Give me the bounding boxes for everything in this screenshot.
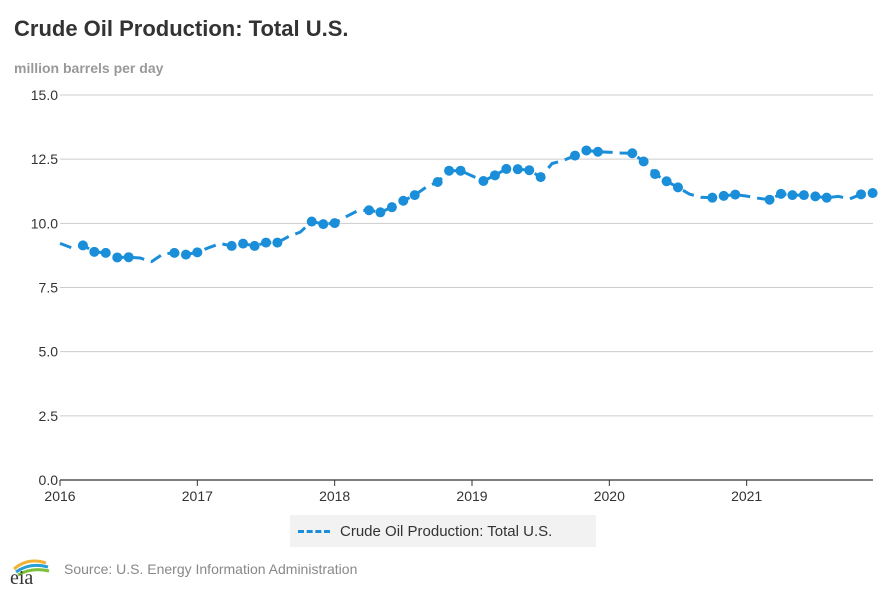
legend[interactable]: Crude Oil Production: Total U.S. (290, 515, 596, 547)
y-tick-label: 10.0 (31, 215, 58, 231)
data-point[interactable] (569, 150, 580, 161)
data-point[interactable] (112, 252, 123, 263)
data-point[interactable] (798, 190, 809, 201)
data-point[interactable] (409, 190, 420, 201)
x-tick-label: 2016 (44, 488, 75, 504)
data-point[interactable] (192, 247, 203, 258)
data-point[interactable] (535, 172, 546, 183)
y-tick-label: 2.5 (39, 408, 59, 424)
data-point[interactable] (627, 148, 638, 159)
y-axis-ticks: 0.0 2.5 5.0 7.5 10.0 12.5 15.0 (31, 87, 58, 488)
series-line (59, 148, 873, 264)
data-point[interactable] (375, 207, 386, 218)
data-point[interactable] (718, 190, 729, 201)
data-point[interactable] (100, 247, 111, 258)
y-tick-label: 12.5 (31, 151, 58, 167)
data-point[interactable] (306, 216, 317, 227)
chart-title: Crude Oil Production: Total U.S. (14, 16, 349, 41)
x-tick-label: 2020 (594, 488, 625, 504)
x-tick-label: 2021 (731, 488, 762, 504)
y-tick-label: 0.0 (39, 472, 59, 488)
series-crude-oil (59, 145, 878, 264)
data-point[interactable] (123, 252, 134, 263)
x-axis-ticks: 2016 2017 2018 2019 2020 2021 (44, 480, 762, 504)
data-point[interactable] (238, 238, 249, 249)
data-point[interactable] (787, 190, 798, 201)
data-point[interactable] (489, 170, 500, 181)
legend-label: Crude Oil Production: Total U.S. (340, 522, 553, 540)
data-point[interactable] (856, 189, 867, 200)
data-point[interactable] (512, 164, 523, 175)
data-point[interactable] (650, 169, 661, 180)
data-point[interactable] (180, 249, 191, 260)
data-point[interactable] (707, 192, 718, 203)
data-point[interactable] (810, 191, 821, 202)
data-point[interactable] (764, 194, 775, 205)
x-tick-label: 2018 (319, 488, 350, 504)
x-tick-label: 2017 (182, 488, 213, 504)
data-point[interactable] (329, 218, 340, 229)
data-point[interactable] (363, 205, 374, 216)
data-point[interactable] (432, 177, 443, 188)
y-axis-unit-label: million barrels per day (14, 60, 164, 76)
data-point[interactable] (672, 182, 683, 193)
data-point[interactable] (638, 156, 649, 167)
eia-logo-text: eia (10, 567, 33, 585)
data-point[interactable] (867, 188, 878, 199)
eia-logo-icon[interactable]: eia (8, 553, 52, 585)
data-point[interactable] (272, 237, 283, 248)
data-point[interactable] (775, 188, 786, 199)
source-note: Source: U.S. Energy Information Administ… (64, 561, 358, 577)
data-point[interactable] (89, 246, 100, 257)
data-point[interactable] (249, 240, 260, 251)
y-tick-label: 5.0 (39, 344, 59, 360)
legend-swatch (298, 529, 330, 533)
data-point[interactable] (386, 202, 397, 213)
data-point[interactable] (260, 237, 271, 248)
data-point[interactable] (730, 189, 741, 200)
data-point[interactable] (318, 219, 329, 230)
data-point[interactable] (478, 175, 489, 186)
data-point[interactable] (169, 247, 180, 258)
data-point[interactable] (501, 163, 512, 174)
data-point[interactable] (592, 146, 603, 157)
y-tick-label: 7.5 (39, 280, 59, 296)
y-tick-label: 15.0 (31, 87, 58, 103)
data-point[interactable] (821, 192, 832, 203)
data-point[interactable] (455, 165, 466, 176)
gridlines (60, 94, 873, 481)
data-point[interactable] (581, 145, 592, 156)
data-point[interactable] (398, 195, 409, 206)
footer: eia Source: U.S. Energy Information Admi… (8, 553, 357, 585)
data-point[interactable] (524, 165, 535, 176)
data-point[interactable] (661, 176, 672, 187)
data-point[interactable] (226, 240, 237, 251)
data-point[interactable] (77, 240, 88, 251)
x-tick-label: 2019 (456, 488, 487, 504)
data-point[interactable] (444, 165, 455, 176)
